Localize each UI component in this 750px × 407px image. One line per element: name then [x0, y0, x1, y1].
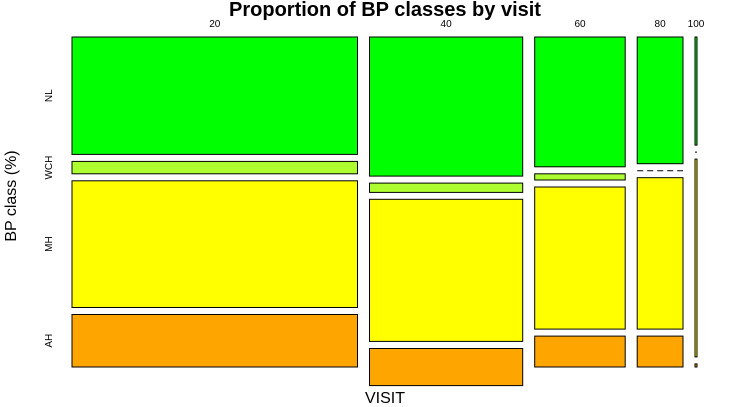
y-tick-label: WCH — [44, 156, 55, 180]
y-tick-labels: NL WCH MH AH — [44, 89, 55, 348]
x-tick-label: 40 — [441, 19, 453, 30]
y-tick-label: NL — [44, 89, 55, 102]
x-axis-label: VISIT — [365, 390, 405, 407]
x-tick-label: 20 — [209, 19, 221, 30]
tile-60-nl — [534, 36, 626, 168]
y-tick-label: AH — [44, 334, 55, 348]
tile-40-mh — [369, 198, 524, 342]
y-axis-label: BP class (%) — [3, 150, 20, 241]
tile-100-ah — [694, 363, 698, 368]
tile-60-mh — [534, 186, 626, 330]
x-tick-label: 60 — [574, 19, 586, 30]
tile-60-wch — [534, 173, 626, 181]
tile-100-mh — [694, 158, 698, 358]
tile-60-ah — [534, 335, 626, 368]
tile-80-mh — [636, 177, 684, 330]
tile-100-nl — [694, 36, 698, 146]
tile-40-nl — [369, 36, 524, 177]
x-tick-labels: 20 40 60 80 100 — [209, 19, 705, 30]
x-tick-label: 80 — [655, 19, 667, 30]
tile-40-ah — [369, 348, 524, 387]
tile-20-nl — [71, 36, 358, 155]
tile-20-ah — [71, 314, 358, 368]
tile-80-nl — [636, 36, 684, 165]
x-tick-label: 100 — [688, 19, 705, 30]
tile-40-wch — [369, 182, 524, 193]
tile-20-mh — [71, 180, 358, 308]
tile-80-ah — [636, 335, 684, 368]
tile-20-wch — [71, 160, 358, 175]
y-tick-label: MH — [44, 236, 55, 252]
mosaic-tiles — [71, 36, 698, 387]
chart-title: Proportion of BP classes by visit — [229, 0, 541, 21]
